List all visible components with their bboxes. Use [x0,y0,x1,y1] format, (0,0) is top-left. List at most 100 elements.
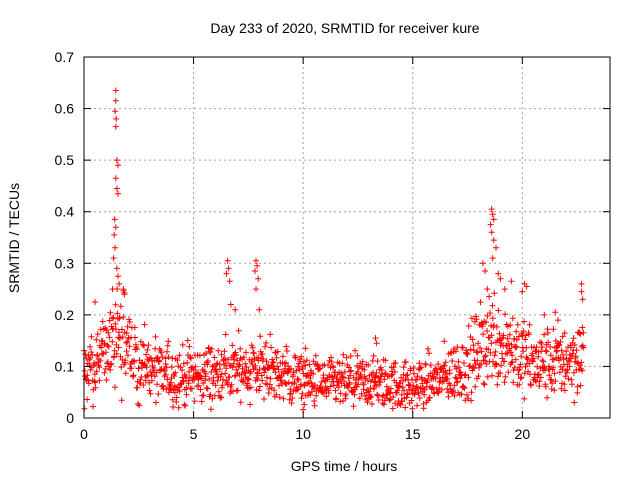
data-point [558,347,565,354]
data-point [533,344,540,351]
data-point [354,369,361,375]
data-point [443,371,450,378]
data-point [96,364,103,371]
data-point [151,373,158,380]
data-point [551,387,558,394]
data-point [472,361,479,367]
data-point [339,373,346,380]
data-point [450,387,457,393]
data-point [223,365,230,372]
data-point [565,375,572,382]
data-point [174,357,181,364]
data-point [488,340,495,347]
data-point [341,369,348,375]
data-point [302,345,309,352]
data-point [488,229,495,236]
data-point [455,358,462,365]
data-point [538,340,545,347]
data-point [116,315,123,321]
data-point [347,368,354,375]
data-point [482,352,489,359]
data-point [578,359,585,366]
data-point [429,384,436,391]
data-point [404,391,411,398]
data-point [181,371,188,378]
data-point [267,331,274,338]
data-point [426,394,433,401]
x-tick-label: 20 [515,426,531,442]
data-point [209,363,216,370]
data-point [470,364,476,371]
data-point [501,358,508,365]
data-point [491,290,498,297]
grid-lines [84,57,610,418]
data-point [92,379,99,386]
data-point [172,369,179,376]
x-tick-label: 5 [190,426,198,442]
data-point [300,358,307,365]
data-point [176,352,183,359]
data-point [179,341,186,348]
x-axis-label: GPS time / hours [291,458,398,474]
data-point [92,299,98,305]
data-point [229,342,236,349]
data-point [301,401,308,408]
data-point [111,347,118,354]
data-point [417,365,423,372]
data-point [520,348,527,355]
data-point [482,268,489,274]
data-point [562,373,569,380]
data-point [464,350,471,357]
data-point [234,387,241,394]
data-point [467,346,474,353]
data-point [418,364,425,371]
data-point [82,351,89,358]
data-point [264,374,270,381]
data-point [94,351,101,358]
y-tick-label: 0 [66,410,74,426]
data-point [544,394,551,401]
data-point [459,344,466,351]
data-point [252,268,258,274]
data-point [154,381,160,388]
data-point [93,368,100,375]
data-point [299,366,306,372]
data-point [293,367,300,374]
data-point [121,291,128,298]
data-point [195,369,201,376]
data-point [154,354,161,361]
data-point [108,360,115,367]
data-point [501,379,508,386]
data-point [147,390,154,397]
data-point [109,286,116,293]
data-point [97,326,104,333]
data-point [415,390,422,397]
data-point [560,356,567,363]
data-point [131,324,138,331]
data-point [212,382,219,389]
data-point [379,393,386,400]
data-point [272,369,279,376]
data-point [113,326,119,333]
data-point [255,275,262,282]
data-point [123,330,130,337]
data-point [195,382,202,389]
data-point [122,370,129,377]
data-point [221,355,228,362]
data-point [197,386,204,393]
data-point [483,319,490,326]
data-point [112,320,119,327]
data-point [231,356,238,363]
data-point [123,348,130,355]
data-point [521,395,528,402]
data-point [165,354,172,361]
data-point [522,363,529,370]
data-point [407,365,414,372]
data-point [515,333,522,340]
data-point [167,379,174,386]
data-point [521,318,528,325]
data-point [204,361,211,368]
data-point [401,387,407,394]
data-point [424,345,431,352]
data-point [522,332,529,339]
